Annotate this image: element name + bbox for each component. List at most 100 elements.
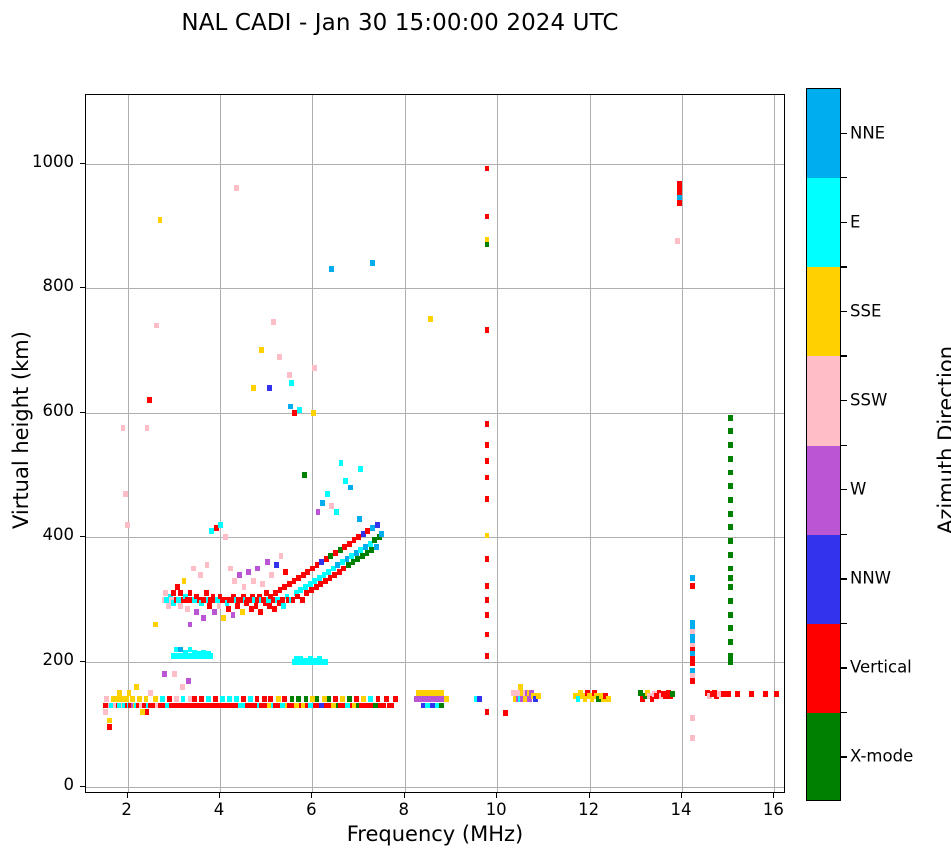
data-cell xyxy=(263,590,269,597)
data-cell xyxy=(196,702,202,709)
data-cell xyxy=(370,260,375,267)
plot-area xyxy=(85,94,785,793)
data-cell xyxy=(594,693,599,700)
data-cell xyxy=(728,428,733,435)
data-cell xyxy=(589,696,595,703)
gridline-vertical xyxy=(404,95,406,792)
data-cell xyxy=(416,690,422,697)
data-cell xyxy=(484,708,490,715)
y-tick xyxy=(80,536,85,538)
data-cell xyxy=(307,581,313,587)
data-cell xyxy=(147,397,153,404)
gridline-vertical xyxy=(774,95,776,792)
data-cell xyxy=(605,696,611,703)
data-cell xyxy=(515,690,521,697)
y-axis-tick-labels: 0 200 400 600 800 1000 xyxy=(0,0,74,856)
data-cell xyxy=(238,596,244,603)
data-cell xyxy=(420,690,426,697)
data-cell xyxy=(351,702,357,709)
data-cell xyxy=(259,347,264,354)
data-cell xyxy=(213,525,219,531)
data-cell xyxy=(642,693,648,700)
data-cell xyxy=(413,696,419,703)
data-cell xyxy=(577,690,583,697)
data-cell xyxy=(287,403,293,410)
data-cell xyxy=(638,690,643,697)
y-tick-label: 1000 xyxy=(32,151,74,171)
data-cell xyxy=(573,693,579,700)
data-cell xyxy=(337,546,343,553)
data-cell xyxy=(346,696,352,703)
data-cell xyxy=(180,596,186,603)
colorbar-title: Azimuth Direction xyxy=(934,345,951,535)
data-cell xyxy=(239,609,245,616)
data-cell xyxy=(175,584,180,591)
data-cell xyxy=(165,602,171,609)
data-cell xyxy=(346,562,351,569)
data-cell xyxy=(689,677,695,684)
data-cell xyxy=(234,696,240,703)
data-cell xyxy=(188,696,193,703)
data-cell xyxy=(728,483,733,490)
data-cell xyxy=(337,702,343,709)
data-cell xyxy=(582,696,588,703)
data-cell xyxy=(484,495,490,502)
colorbar-tick xyxy=(841,399,847,402)
data-cell xyxy=(217,593,223,600)
data-cell xyxy=(484,474,490,481)
data-cell xyxy=(346,540,352,547)
data-cell xyxy=(143,696,149,703)
data-cell xyxy=(290,596,296,603)
data-cell xyxy=(728,538,733,544)
data-cell xyxy=(375,696,381,703)
data-cell xyxy=(276,353,282,360)
x-tick-label: 8 xyxy=(398,800,410,819)
x-tick xyxy=(126,793,128,798)
data-cell xyxy=(307,655,313,662)
data-cell xyxy=(575,696,581,703)
data-cell xyxy=(178,602,184,609)
gridline-vertical xyxy=(312,95,314,792)
data-cell xyxy=(278,553,284,559)
data-cell xyxy=(376,534,382,541)
data-cell xyxy=(199,599,204,606)
data-cell xyxy=(296,696,301,703)
data-cell xyxy=(203,702,209,709)
data-cell xyxy=(689,620,695,627)
data-cell xyxy=(247,596,253,603)
y-tick xyxy=(80,411,85,413)
data-cell xyxy=(216,602,222,609)
data-cell xyxy=(580,693,586,700)
data-cell xyxy=(725,691,731,698)
data-cell xyxy=(705,690,710,697)
data-cell xyxy=(291,577,297,584)
data-cell xyxy=(305,568,311,575)
data-cell xyxy=(477,696,483,703)
data-cell xyxy=(427,316,433,323)
data-cell xyxy=(711,690,717,697)
data-cell xyxy=(236,571,242,578)
data-cell xyxy=(312,577,318,584)
data-cell xyxy=(368,696,374,703)
data-cell xyxy=(728,551,733,558)
data-cell xyxy=(255,565,261,572)
data-cell xyxy=(169,596,174,603)
data-cell xyxy=(166,696,172,703)
data-cell xyxy=(305,658,311,665)
gridline-horizontal xyxy=(86,412,784,414)
data-cell xyxy=(297,406,302,413)
data-cell xyxy=(331,702,337,709)
x-tick-label: 12 xyxy=(578,800,600,819)
colorbar-label-ssw: SSW xyxy=(850,390,888,410)
data-cell xyxy=(190,565,196,572)
gridline-vertical xyxy=(497,95,499,792)
colorbar-tick xyxy=(841,578,847,580)
data-cell xyxy=(677,185,683,192)
data-cell xyxy=(162,671,167,678)
data-cell xyxy=(282,584,288,591)
data-cell xyxy=(267,602,273,609)
data-cell xyxy=(196,596,202,603)
data-cell xyxy=(140,708,146,715)
data-cell xyxy=(175,596,181,603)
data-cell xyxy=(192,596,197,603)
